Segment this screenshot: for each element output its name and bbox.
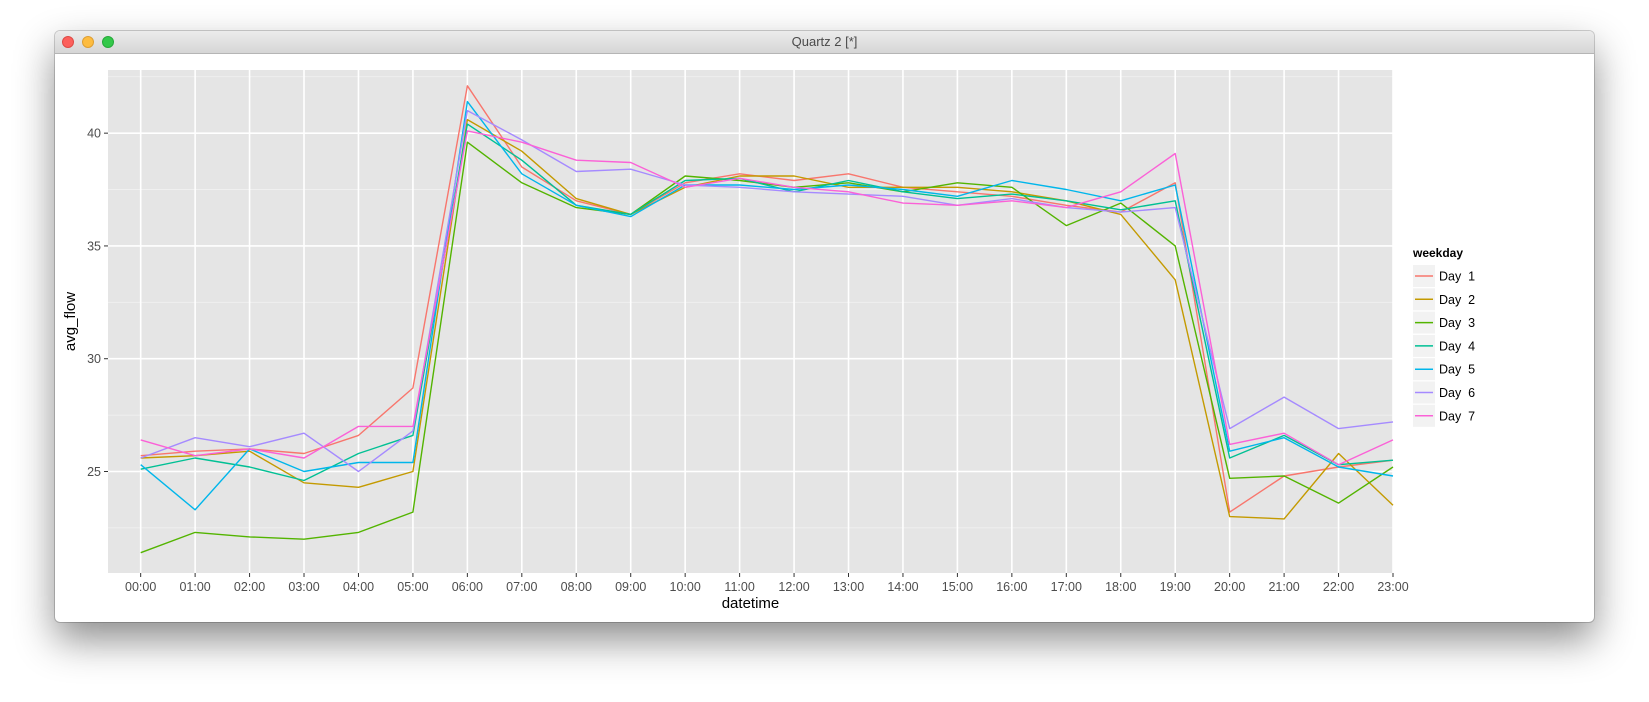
- series-line: [140, 118, 1394, 520]
- y-axis-label: avg_flow: [62, 292, 79, 351]
- x-tick-label: 22:00: [1323, 580, 1354, 594]
- x-tick-label: 23:00: [1377, 580, 1408, 594]
- y-tick-label: 40: [87, 127, 101, 141]
- x-tick-label: 20:00: [1214, 580, 1245, 594]
- legend-label: Day 2: [1439, 293, 1475, 307]
- x-tick-label: 16:00: [996, 580, 1027, 594]
- x-tick-label: 03:00: [288, 580, 319, 594]
- x-tick-label: 02:00: [234, 580, 265, 594]
- x-tick-label: 13:00: [833, 580, 864, 594]
- y-tick-label: 35: [87, 239, 101, 253]
- close-button[interactable]: [62, 36, 74, 48]
- legend: weekday Day 1 Day 2 Day 3 Day 4 Day 5 Day 6 Da…: [1412, 246, 1475, 427]
- legend-label: Day 5: [1439, 363, 1475, 377]
- legend-title: weekday: [1412, 246, 1463, 260]
- minor-grid: [108, 76, 1393, 529]
- minimize-button[interactable]: [82, 36, 94, 48]
- plot-area: 25 30 35 40 00:00 01:00 02:00 03:00 04:00 05:00 0…: [55, 54, 1594, 622]
- x-tick-label: 06:00: [452, 580, 483, 594]
- series-line: [140, 85, 1394, 513]
- zoom-button[interactable]: [102, 36, 114, 48]
- x-tick-label: 12:00: [778, 580, 809, 594]
- quartz-window: Quartz 2 [*] 25 30 35 40 00:00 01:00 02:00 03:…: [55, 31, 1594, 622]
- legend-label: Day 1: [1439, 270, 1475, 284]
- major-grid: [108, 70, 1394, 573]
- x-axis-label: datetime: [722, 595, 780, 612]
- series-line: [140, 130, 1394, 466]
- series-line: [140, 141, 1394, 554]
- title-bar[interactable]: Quartz 2 [*]: [55, 31, 1594, 54]
- x-tick-label: 09:00: [615, 580, 646, 594]
- x-tick-label: 08:00: [561, 580, 592, 594]
- x-tick-label: 14:00: [887, 580, 918, 594]
- x-tick-label: 01:00: [179, 580, 210, 594]
- series-line: [140, 100, 1394, 511]
- legend-label: Day 6: [1439, 386, 1475, 400]
- x-tick-label: 15:00: [942, 580, 973, 594]
- x-tick-label: 05:00: [397, 580, 428, 594]
- legend-label: Day 3: [1439, 316, 1475, 330]
- series-line: [140, 109, 1394, 473]
- x-tick-label: 07:00: [506, 580, 537, 594]
- y-tick-label: 30: [87, 352, 101, 366]
- x-tick-label: 17:00: [1051, 580, 1082, 594]
- x-tick-label: 18:00: [1105, 580, 1136, 594]
- x-axis: 00:00 01:00 02:00 03:00 04:00 05:00 06:00 07:00…: [125, 573, 1409, 594]
- legend-label: Day 4: [1439, 339, 1475, 353]
- x-tick-label: 21:00: [1268, 580, 1299, 594]
- series-lines: [140, 85, 1394, 554]
- x-tick-label: 04:00: [343, 580, 374, 594]
- x-tick-label: 10:00: [670, 580, 701, 594]
- legend-label: Day 7: [1439, 409, 1475, 423]
- x-tick-label: 11:00: [724, 580, 754, 594]
- y-tick-label: 25: [87, 465, 101, 479]
- x-tick-label: 00:00: [125, 580, 156, 594]
- x-tick-label: 19:00: [1160, 580, 1191, 594]
- y-axis: 25 30 35 40: [87, 127, 108, 479]
- plot-panel: [108, 70, 1393, 573]
- window-title: Quartz 2 [*]: [791, 34, 858, 49]
